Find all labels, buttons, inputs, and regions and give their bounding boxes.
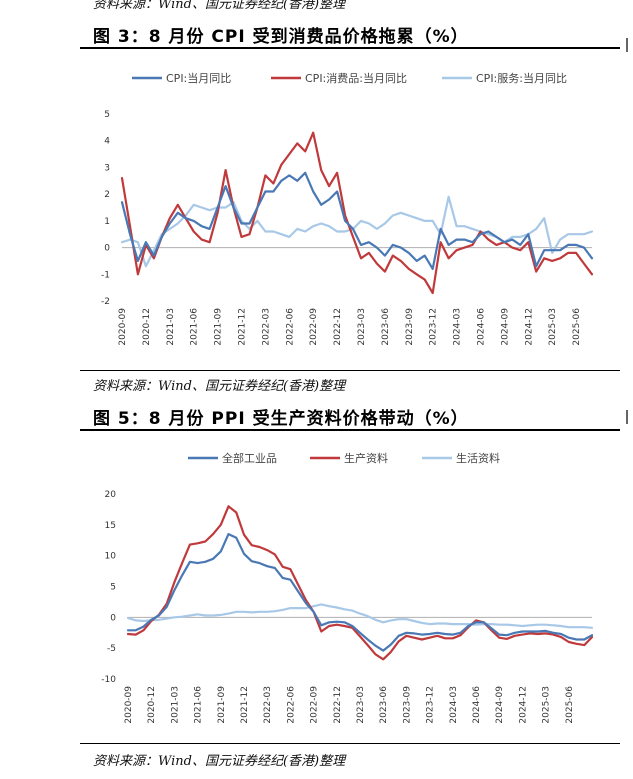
figure3-top-rule (80, 47, 620, 49)
x-tick-label: 2023-09 (402, 686, 412, 724)
x-tick-label: 2024-09 (500, 308, 510, 346)
y-tick-label: 3 (104, 163, 110, 173)
x-tick-label: 2022-12 (333, 686, 343, 724)
x-tick-label: 2022-12 (333, 308, 343, 346)
x-tick-label: 2024-06 (476, 308, 486, 346)
series-line-0 (126, 532, 594, 652)
legend-label-1: 生产资料 (344, 451, 388, 465)
x-tick-label: 2021-06 (190, 308, 200, 346)
x-tick-label: 2022-06 (285, 308, 295, 346)
x-tick-label: 2020-12 (142, 308, 152, 346)
x-tick-label: 2022-03 (263, 686, 273, 724)
y-tick-label: -5 (107, 644, 116, 654)
x-tick-label: 2025-03 (542, 686, 552, 724)
x-tick-label: 2023-12 (426, 686, 436, 724)
x-tick-label: 2024-09 (495, 686, 505, 724)
x-tick-label: 2021-09 (214, 308, 224, 346)
x-tick-label: 2022-09 (310, 686, 320, 724)
x-tick-label: 2025-06 (572, 308, 582, 346)
x-tick-label: 2023-12 (429, 308, 439, 346)
series-line-1 (120, 131, 594, 295)
figure3-bottom-rule (80, 370, 620, 371)
series-line-2 (120, 195, 594, 268)
y-tick-label: 5 (110, 583, 116, 593)
figure5-top-rule (80, 429, 620, 431)
x-tick-label: 2024-03 (453, 308, 463, 346)
y-tick-label: 2 (104, 190, 110, 200)
x-tick-label: 2022-03 (261, 308, 271, 346)
x-tick-label: 2024-03 (449, 686, 459, 724)
page-edge-mark (626, 410, 628, 424)
y-tick-label: -1 (101, 270, 110, 280)
legend-label-0: 全部工业品 (222, 451, 277, 465)
y-tick-label: 0 (110, 613, 116, 623)
y-tick-label: -10 (101, 675, 116, 685)
figure3-title: 图 3：8 月份 CPI 受到消费品价格拖累（%） (93, 27, 469, 47)
y-tick-label: 0 (104, 244, 110, 254)
legend-label-2: 生活资料 (456, 451, 500, 465)
x-tick-label: 2021-12 (240, 686, 250, 724)
x-tick-label: 2021-06 (194, 686, 204, 724)
x-tick-label: 2023-06 (381, 308, 391, 346)
y-tick-label: -2 (101, 297, 110, 307)
x-tick-label: 2021-12 (237, 308, 247, 346)
page-edge-mark (626, 38, 628, 52)
figure5-bottom-rule (80, 743, 620, 744)
legend-label-2: CPI:服务:当月同比 (476, 71, 567, 85)
figure5-title: 图 5：8 月份 PPI 受生产资料价格带动（%） (93, 409, 469, 429)
x-tick-label: 2021-03 (170, 686, 180, 724)
x-tick-label: 2025-06 (565, 686, 575, 724)
x-tick-label: 2021-03 (166, 308, 176, 346)
top-source-note: 资料来源：Wind、国元证券经纪(香港)整理 (93, 0, 346, 12)
x-tick-label: 2023-03 (356, 686, 366, 724)
cpi-line-chart: CPI:当月同比 CPI:消费品:当月同比 CPI:服务:当月同比 -2 -1 0 1 2 3 4… (101, 71, 594, 346)
series-line-0 (120, 171, 594, 270)
x-tick-label: 2024-12 (524, 308, 534, 346)
legend-label-0: CPI:当月同比 (166, 71, 231, 85)
x-tick-label: 2020-09 (118, 308, 128, 346)
y-tick-label: 20 (105, 490, 117, 500)
x-tick-label: 2020-09 (124, 686, 134, 724)
x-tick-label: 2023-03 (357, 308, 367, 346)
x-tick-label: 2021-09 (217, 686, 227, 724)
figure3-source-note: 资料来源：Wind、国元证券经纪(香港)整理 (93, 379, 346, 394)
x-tick-label: 2023-06 (379, 686, 389, 724)
series-line-1 (126, 505, 594, 661)
figure5-source-note: 资料来源：Wind、国元证券经纪(香港)整理 (93, 754, 346, 769)
series-line-2 (126, 603, 594, 629)
y-tick-label: 10 (105, 552, 117, 562)
ppi-line-chart: 全部工业品 生产资料 生活资料 -10 -5 0 5 10 15 20 2020-09 2020-12… (101, 451, 594, 724)
y-tick-label: 15 (105, 521, 116, 531)
x-tick-label: 2024-12 (518, 686, 528, 724)
x-tick-label: 2020-12 (147, 686, 157, 724)
x-tick-label: 2022-09 (309, 308, 319, 346)
x-tick-label: 2023-09 (405, 308, 415, 346)
legend-label-1: CPI:消费品:当月同比 (305, 71, 407, 85)
y-tick-label: 4 (104, 137, 110, 147)
y-tick-label: 1 (104, 217, 110, 227)
x-tick-label: 2025-03 (548, 308, 558, 346)
x-tick-label: 2022-06 (286, 686, 296, 724)
y-tick-label: 5 (104, 110, 110, 120)
x-tick-label: 2024-06 (472, 686, 482, 724)
